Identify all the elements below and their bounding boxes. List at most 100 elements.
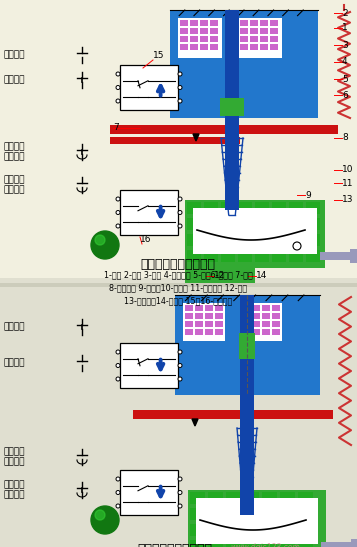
Bar: [252, 321, 260, 327]
Bar: [270, 28, 278, 34]
Circle shape: [116, 197, 120, 201]
Bar: [350, 249, 357, 263]
Bar: [262, 305, 270, 311]
Bar: [270, 20, 278, 26]
Text: 3: 3: [342, 40, 348, 49]
Text: 延时断开: 延时断开: [3, 447, 25, 457]
Bar: [262, 492, 277, 504]
Text: 9: 9: [305, 190, 311, 200]
Bar: [205, 321, 213, 327]
Circle shape: [116, 504, 120, 508]
Bar: [250, 20, 258, 26]
Bar: [320, 252, 350, 260]
Bar: [180, 20, 188, 26]
Bar: [306, 250, 320, 262]
Bar: [238, 202, 252, 214]
Bar: [240, 303, 282, 341]
Text: 常开触头: 常开触头: [3, 457, 25, 467]
Bar: [185, 313, 193, 319]
Bar: [240, 28, 248, 34]
Text: 7: 7: [113, 123, 119, 132]
Bar: [240, 36, 248, 42]
Bar: [262, 313, 270, 319]
Text: 常开触头: 常开触头: [3, 185, 25, 195]
Bar: [298, 524, 313, 536]
Circle shape: [116, 72, 120, 76]
Bar: [200, 28, 208, 34]
Bar: [221, 202, 235, 214]
Bar: [180, 44, 188, 50]
Text: 10: 10: [342, 166, 353, 174]
Text: 1: 1: [342, 24, 348, 32]
Text: 常闭触头: 常闭触头: [3, 491, 25, 499]
Text: 瞬动常开: 瞬动常开: [3, 358, 25, 368]
Bar: [280, 540, 295, 547]
Bar: [187, 234, 201, 246]
Bar: [170, 10, 318, 118]
Bar: [195, 313, 203, 319]
Bar: [250, 44, 258, 50]
Bar: [289, 218, 303, 230]
Text: 4: 4: [342, 57, 348, 67]
Bar: [185, 329, 193, 335]
Bar: [225, 10, 239, 210]
Text: 5: 5: [342, 74, 348, 84]
Bar: [306, 218, 320, 230]
Bar: [306, 234, 320, 246]
Bar: [200, 36, 208, 42]
Bar: [226, 492, 241, 504]
Bar: [306, 202, 320, 214]
Bar: [262, 540, 277, 547]
Bar: [280, 524, 295, 536]
Bar: [195, 321, 203, 327]
Text: 11: 11: [342, 178, 353, 188]
Bar: [262, 508, 277, 520]
Bar: [272, 250, 286, 262]
Bar: [242, 329, 250, 335]
Bar: [239, 333, 255, 359]
Bar: [226, 540, 241, 547]
Bar: [187, 218, 201, 230]
Bar: [238, 18, 282, 58]
Bar: [244, 524, 259, 536]
Bar: [215, 313, 223, 319]
Text: 瞬动常开: 瞬动常开: [3, 50, 25, 60]
Bar: [185, 200, 325, 268]
Bar: [190, 524, 205, 536]
Circle shape: [178, 364, 182, 368]
Circle shape: [178, 377, 182, 381]
Bar: [244, 492, 259, 504]
Bar: [255, 218, 269, 230]
Circle shape: [178, 85, 182, 90]
Bar: [221, 218, 235, 230]
Bar: [175, 295, 320, 395]
Circle shape: [116, 364, 120, 368]
Bar: [204, 218, 218, 230]
Bar: [252, 329, 260, 335]
Text: 通电延时型时间继电器: 通电延时型时间继电器: [141, 258, 216, 271]
Circle shape: [116, 350, 120, 354]
Bar: [208, 524, 223, 536]
Text: 12: 12: [214, 271, 225, 281]
Circle shape: [116, 491, 120, 494]
Bar: [262, 524, 277, 536]
Bar: [208, 540, 223, 547]
Bar: [215, 329, 223, 335]
Circle shape: [116, 377, 120, 381]
Bar: [250, 28, 258, 34]
Bar: [208, 492, 223, 504]
Bar: [250, 36, 258, 42]
Bar: [252, 305, 260, 311]
Bar: [215, 305, 223, 311]
Bar: [280, 492, 295, 504]
Bar: [0, 285, 357, 547]
Bar: [240, 295, 254, 515]
Bar: [298, 492, 313, 504]
Bar: [280, 508, 295, 520]
Bar: [180, 36, 188, 42]
Text: 延时断开: 延时断开: [3, 143, 25, 152]
Text: 断电延时型时间继电器: 断电延时型时间继电器: [137, 543, 212, 547]
Circle shape: [178, 211, 182, 214]
Bar: [272, 218, 286, 230]
Bar: [200, 44, 208, 50]
